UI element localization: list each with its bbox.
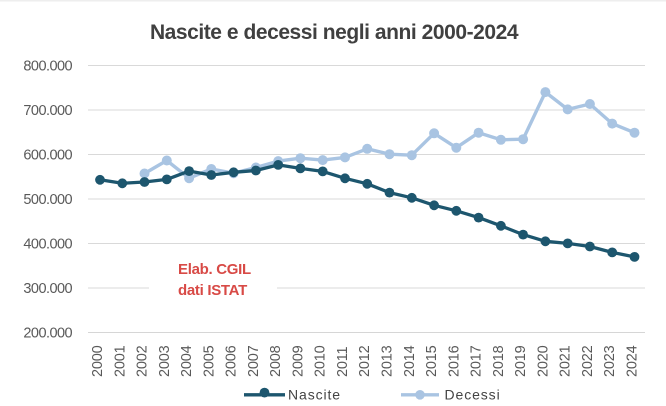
svg-text:2018: 2018 bbox=[491, 345, 507, 377]
svg-text:800.000: 800.000 bbox=[23, 59, 72, 75]
svg-text:2007: 2007 bbox=[246, 345, 262, 377]
svg-text:300.000: 300.000 bbox=[23, 281, 72, 297]
svg-text:2006: 2006 bbox=[224, 345, 240, 377]
svg-text:400.000: 400.000 bbox=[23, 237, 72, 253]
svg-text:700.000: 700.000 bbox=[23, 103, 72, 119]
svg-text:2009: 2009 bbox=[290, 345, 306, 377]
svg-text:2019: 2019 bbox=[513, 345, 529, 377]
svg-text:Decessi: Decessi bbox=[445, 386, 501, 402]
svg-text:2000: 2000 bbox=[90, 345, 106, 377]
svg-text:200.000: 200.000 bbox=[23, 326, 72, 342]
svg-text:2017: 2017 bbox=[469, 345, 485, 377]
svg-text:2011: 2011 bbox=[335, 346, 351, 377]
svg-text:2024: 2024 bbox=[625, 345, 641, 377]
svg-text:2016: 2016 bbox=[446, 345, 462, 377]
svg-text:2003: 2003 bbox=[157, 345, 173, 377]
svg-text:dati ISTAT: dati ISTAT bbox=[178, 282, 247, 299]
svg-text:500.000: 500.000 bbox=[23, 192, 72, 208]
svg-text:2010: 2010 bbox=[313, 345, 329, 377]
svg-text:Nascite e decessi negli anni 2: Nascite e decessi negli anni 2000-2024 bbox=[150, 21, 519, 44]
svg-text:2022: 2022 bbox=[580, 345, 596, 377]
svg-text:Nascite: Nascite bbox=[288, 386, 341, 402]
svg-text:2002: 2002 bbox=[135, 345, 151, 377]
svg-text:2008: 2008 bbox=[268, 345, 284, 377]
svg-text:2005: 2005 bbox=[201, 345, 217, 377]
svg-text:2020: 2020 bbox=[535, 345, 551, 377]
svg-text:2004: 2004 bbox=[179, 345, 195, 377]
svg-text:600.000: 600.000 bbox=[23, 148, 72, 164]
svg-text:2013: 2013 bbox=[380, 345, 396, 377]
svg-text:Elab. CGIL: Elab. CGIL bbox=[178, 261, 251, 278]
svg-text:2021: 2021 bbox=[558, 345, 574, 377]
svg-text:2012: 2012 bbox=[357, 345, 373, 377]
svg-text:2015: 2015 bbox=[424, 345, 440, 377]
svg-text:2014: 2014 bbox=[402, 345, 418, 377]
svg-text:2001: 2001 bbox=[112, 345, 128, 377]
svg-text:2023: 2023 bbox=[602, 345, 618, 377]
